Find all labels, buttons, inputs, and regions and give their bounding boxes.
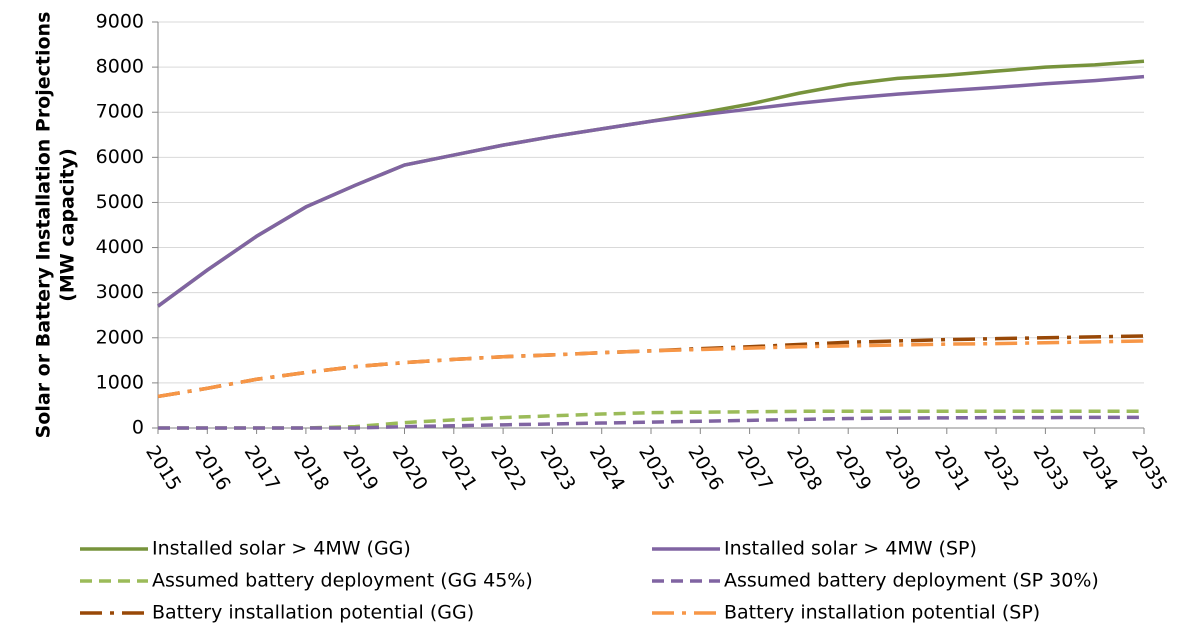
y-tick-label: 5000 — [96, 191, 144, 213]
legend-label: Assumed battery deployment (SP 30%) — [724, 570, 1099, 592]
y-tick-label: 8000 — [96, 56, 144, 78]
x-tick-label: 2026 — [683, 442, 727, 495]
y-axis-label: Solar or Battery Installation Projection… — [33, 12, 55, 439]
series-line — [156, 59, 1145, 308]
series-line — [156, 74, 1145, 308]
legend-label: Installed solar > 4MW (SP) — [724, 538, 977, 560]
legend-label: Battery installation potential (GG) — [152, 602, 474, 624]
x-tick-label: 2018 — [289, 442, 333, 495]
x-tick-label: 2034 — [1078, 442, 1122, 495]
y-tick-label: 2000 — [96, 326, 144, 348]
x-tick-label: 2022 — [486, 442, 530, 495]
y-tick-label: 4000 — [96, 236, 144, 258]
legend-label: Assumed battery deployment (GG 45%) — [152, 570, 533, 592]
x-tick-label: 2033 — [1028, 442, 1072, 495]
series-line — [157, 339, 1145, 399]
series-line — [158, 415, 1144, 430]
x-tick-label: 2015 — [141, 442, 185, 495]
x-tick-label: 2031 — [930, 442, 974, 495]
y-axis-label: (MW capacity) — [57, 148, 79, 302]
x-tick-label: 2035 — [1127, 442, 1171, 495]
y-tick-label: 3000 — [96, 281, 144, 303]
x-tick-label: 2017 — [240, 442, 284, 495]
x-tick-label: 2027 — [733, 442, 777, 495]
x-tick-label: 2016 — [190, 442, 234, 495]
x-tick-label: 2028 — [782, 442, 826, 495]
y-tick-label: 6000 — [96, 146, 144, 168]
x-tick-label: 2020 — [388, 442, 432, 495]
x-tick-label: 2030 — [881, 442, 925, 495]
legend-label: Installed solar > 4MW (GG) — [152, 538, 411, 560]
x-tick-label: 2032 — [979, 442, 1023, 495]
legend-label: Battery installation potential (SP) — [724, 602, 1040, 624]
y-tick-label: 9000 — [96, 11, 144, 33]
y-tick-label: 7000 — [96, 101, 144, 123]
x-tick-label: 2029 — [831, 442, 875, 495]
x-tick-label: 2021 — [437, 442, 481, 495]
x-tick-label: 2024 — [585, 442, 629, 495]
y-tick-label: 1000 — [96, 371, 144, 393]
x-tick-label: 2019 — [338, 442, 382, 495]
y-tick-label: 0 — [132, 417, 144, 439]
series-line — [158, 409, 1144, 430]
x-tick-label: 2025 — [634, 442, 678, 495]
x-tick-label: 2023 — [535, 442, 579, 495]
